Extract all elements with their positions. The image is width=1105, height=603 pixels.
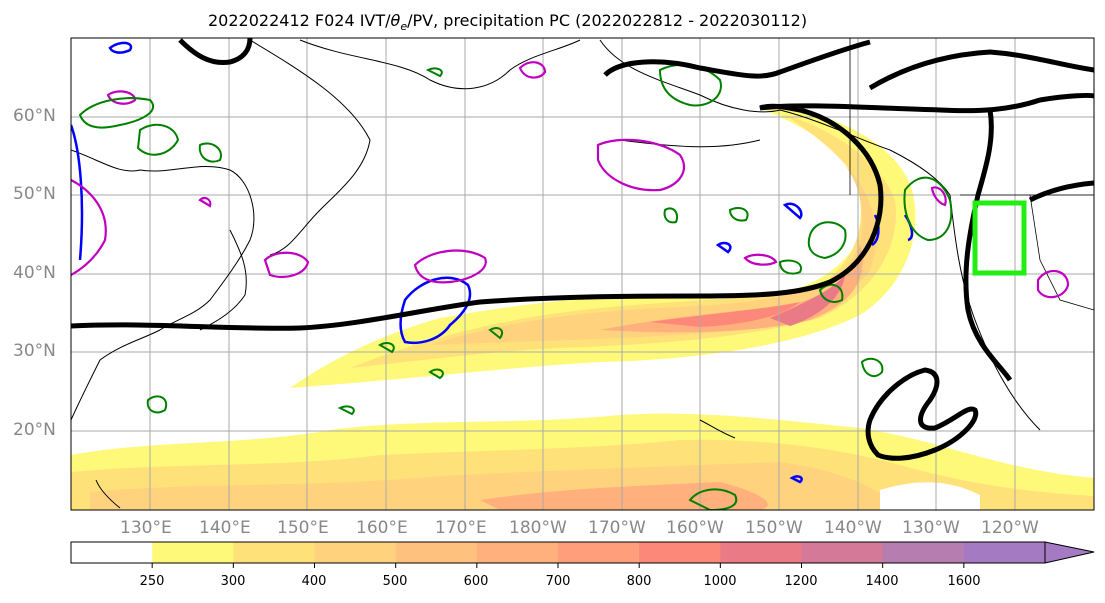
colorbar-tick-1400: 1400 [865,574,899,589]
lat-label-50n: 50°N [13,184,56,204]
lon-label-160w: 160°W [666,518,724,538]
colorbar-segment [71,542,153,563]
lon-label-180w: 180°W [509,518,567,538]
lat-label-20n: 20°N [13,420,56,440]
colorbar-tick-1000: 1000 [703,574,737,589]
lon-label-140e: 140°E [199,518,251,538]
lon-label-150w: 150°W [745,518,803,538]
colorbar-tick-800: 800 [626,574,652,589]
colorbar-segment [558,542,640,563]
colorbar-segment [233,542,315,563]
pv-contours [71,61,1070,299]
lon-label-160e: 160°E [356,518,408,538]
colorbar-segment [963,542,1046,563]
lon-label-130w: 130°W [902,518,960,538]
colorbar-segment [314,542,397,563]
colorbar-segment [395,542,478,563]
title-theta-sub: e [400,20,408,34]
blue-contours [71,41,914,484]
colorbar-tick-600: 600 [463,574,489,589]
lat-label-40n: 40°N [13,263,56,283]
lon-label-140w: 140°W [824,518,882,538]
ivt-plume-north [290,108,916,388]
colorbar-tick-1200: 1200 [784,574,818,589]
title-prefix: 2022022412 F024 IVT/ [208,11,391,30]
gridlines [71,38,1094,510]
colorbar-tick-500: 500 [382,574,408,589]
figure-title: 2022022412 F024 IVT/θe/PV, precipitation… [0,0,1105,34]
lat-label-30n: 30°N [13,341,56,361]
title-suffix: /PV, precipitation PC (2022022812 - 2022… [407,11,808,30]
title-theta: θ [390,11,401,30]
colorbar-tick-300: 300 [220,574,246,589]
colorbar-frame [70,541,1046,564]
colorbar-tick-700: 700 [545,574,571,589]
colorbar-segment [720,542,802,563]
colorbar-segment [639,542,721,563]
colorbar-segments [71,542,1046,568]
map-frame [70,37,1095,511]
lon-label-130e: 130°E [120,518,172,538]
jet-contours [71,38,1094,461]
colorbar-extend-arrow [1044,541,1095,564]
colorbar-segment [801,542,884,563]
lon-label-170w: 170°W [588,518,646,538]
colorbar-segment [152,542,234,563]
coastlines [71,39,1041,509]
borders [849,38,1094,311]
ivt-band-south [71,413,1094,510]
lon-label-170e: 170°E [435,518,487,538]
green-contours [78,63,953,510]
colorbar-tick-250: 250 [139,574,165,589]
lon-label-150e: 150°E [277,518,329,538]
target-region-box [972,200,1027,276]
lat-label-60n: 60°N [13,106,56,126]
colorbar-segment [476,542,559,563]
lon-label-120w: 120°W [981,518,1039,538]
colorbar-segment [882,542,965,563]
colorbar-tick-1600: 1600 [947,574,981,589]
colorbar-tick-400: 400 [301,574,327,589]
